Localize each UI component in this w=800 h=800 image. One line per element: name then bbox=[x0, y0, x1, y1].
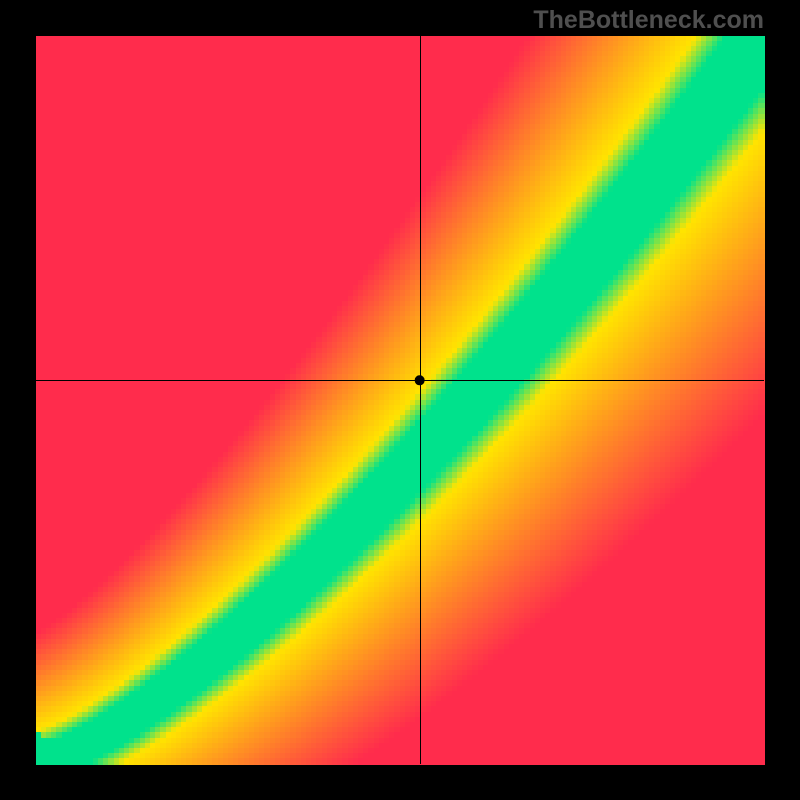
chart-container: TheBottleneck.com bbox=[0, 0, 800, 800]
watermark-text: TheBottleneck.com bbox=[533, 6, 764, 35]
bottleneck-heatmap bbox=[0, 0, 800, 800]
